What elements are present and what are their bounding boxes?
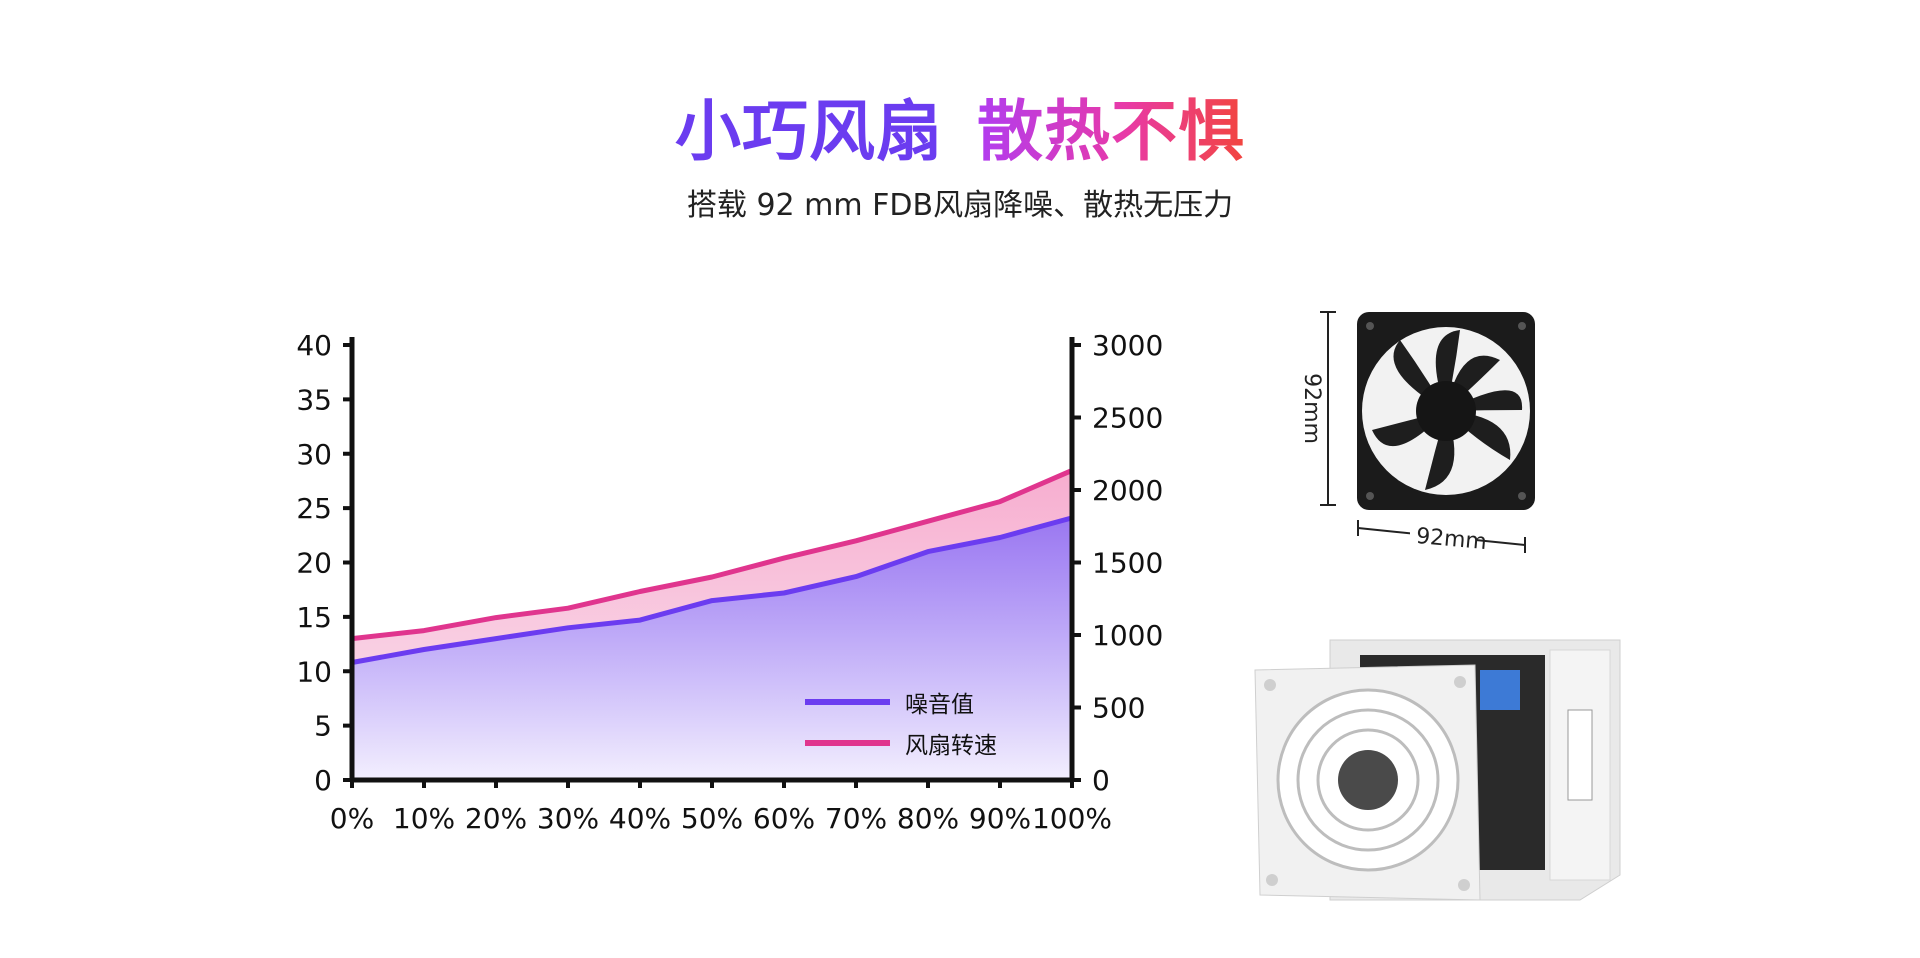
right-tick-label-2: 1000	[1092, 619, 1163, 652]
psu-product-image	[1250, 630, 1630, 910]
right-tick-label-1: 500	[1092, 692, 1145, 725]
x-tick-label-1: 10%	[393, 802, 455, 835]
x-tick-label-9: 90%	[969, 802, 1031, 835]
legend-fan-speed-label: 风扇转速	[905, 733, 997, 759]
fan-product-image: 92mm 92mm	[1298, 300, 1570, 570]
right-tick-label-3: 1500	[1092, 547, 1163, 580]
x-tick-label-2: 20%	[465, 802, 527, 835]
x-tick-label-10: 100%	[1032, 802, 1112, 835]
title-part-1: 小巧风扇	[675, 93, 943, 170]
left-tick-label-8: 40	[296, 329, 332, 362]
x-tick-label-6: 60%	[753, 802, 815, 835]
x-tick-label-7: 70%	[825, 802, 887, 835]
left-tick-label-4: 20	[296, 547, 332, 580]
page-subtitle: 搭载 92 mm FDB风扇降噪、散热无压力	[686, 188, 1234, 223]
legend-noise-label: 噪音值	[905, 692, 974, 718]
right-tick-label-4: 2000	[1092, 474, 1163, 507]
left-tick-label-5: 25	[296, 492, 332, 525]
left-tick-label-7: 35	[296, 383, 332, 416]
fan-height-label: 92mm	[1298, 371, 1324, 446]
noise-area	[352, 517, 1072, 780]
x-tick-label-4: 40%	[609, 802, 671, 835]
x-tick-label-5: 50%	[681, 802, 743, 835]
x-tick-label-0: 0%	[330, 802, 374, 835]
right-tick-label-6: 3000	[1092, 329, 1163, 362]
right-tick-label-5: 2500	[1092, 402, 1163, 435]
left-tick-label-1: 5	[314, 710, 332, 743]
left-tick-label-2: 10	[296, 655, 332, 688]
page-title: 小巧风扇 散热不惧	[0, 78, 1920, 174]
x-tick-label-3: 30%	[537, 802, 599, 835]
right-tick-label-0: 0	[1092, 764, 1110, 797]
title-part-2: 散热不惧	[977, 93, 1245, 170]
x-tick-label-8: 80%	[897, 802, 959, 835]
left-tick-label-0: 0	[314, 764, 332, 797]
left-tick-label-3: 15	[296, 601, 332, 634]
left-tick-label-6: 30	[296, 438, 332, 471]
